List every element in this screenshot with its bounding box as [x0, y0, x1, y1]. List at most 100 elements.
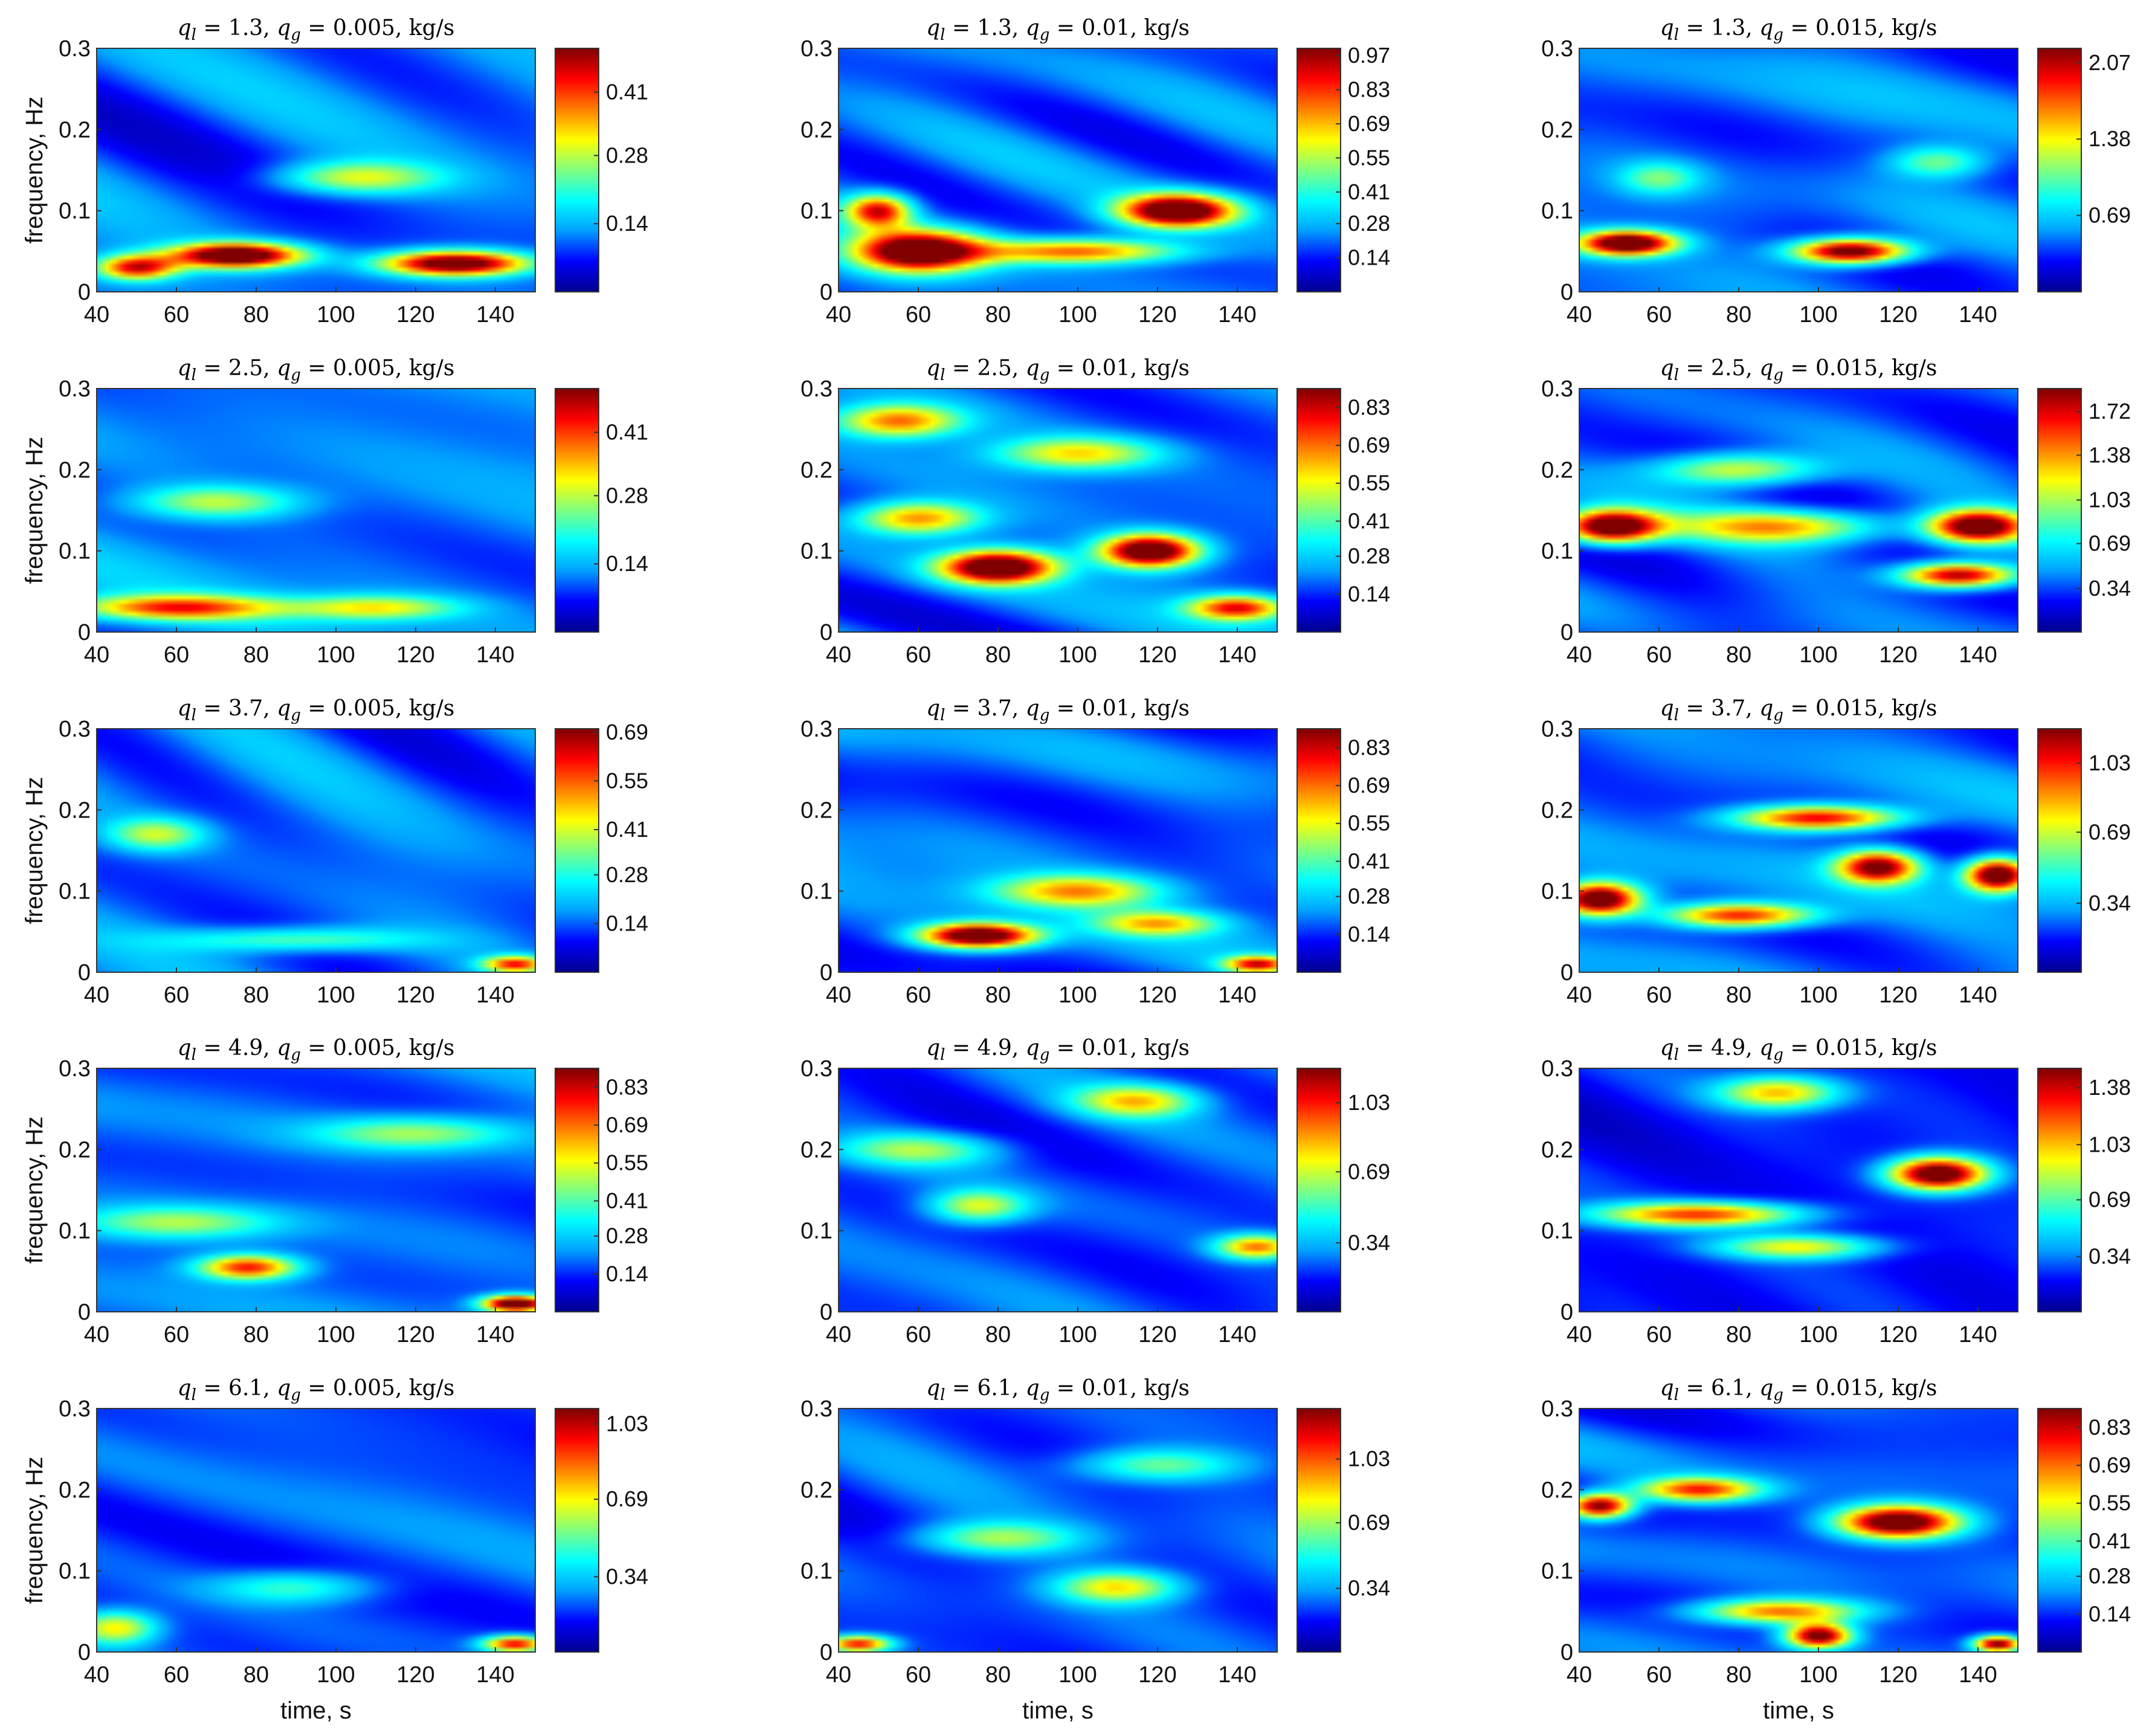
- plot-frame: [1579, 388, 2018, 633]
- colorbar-tick-label: 0.69: [2089, 1453, 2131, 1477]
- y-tick-label: 0.2: [59, 117, 91, 143]
- colorbar-tick-label: 0.28: [606, 143, 648, 167]
- x-tick-label: 80: [1726, 642, 1751, 668]
- colorbar-tick-label: 0.55: [1348, 811, 1390, 836]
- colorbar-tick-label: 0.28: [2089, 1564, 2131, 1589]
- x-tick-label: 140: [476, 1322, 514, 1347]
- colorbar-tick-label: 0.28: [606, 862, 648, 887]
- heatmap-image: [97, 1068, 535, 1312]
- y-tick-label: 0.3: [800, 717, 833, 742]
- colorbar-tick-label: 0.83: [2089, 1415, 2131, 1439]
- plot-frame: [838, 388, 1278, 633]
- y-axis-label: frequency, Hz: [21, 437, 48, 584]
- plot-frame: [96, 1068, 536, 1312]
- colorbar-tick-label: 0.69: [1348, 1510, 1390, 1535]
- x-tick-label: 80: [1726, 1662, 1751, 1688]
- colorbar-tick-label: 0.97: [1348, 43, 1390, 68]
- x-tick-label: 140: [476, 642, 514, 668]
- y-tick-label: 0.3: [1541, 36, 1573, 62]
- colorbar-tick-label: 0.41: [2089, 1528, 2131, 1553]
- colorbar-gradient: [2038, 729, 2081, 972]
- x-tick-label: 60: [164, 1322, 189, 1347]
- colorbar-tick-label: 0.55: [606, 1150, 648, 1175]
- x-tick-label: 140: [1218, 642, 1256, 668]
- x-tick-label: 80: [243, 983, 269, 1008]
- x-tick-label: 40: [826, 1322, 851, 1347]
- panel-title: ql = 2.5, qg = 0.015, kg/s: [1660, 356, 1938, 384]
- heatmap-image: [839, 729, 1277, 972]
- x-tick-label: 60: [164, 1662, 189, 1688]
- colorbar-frame: [1297, 388, 1341, 633]
- x-tick-label: 120: [396, 642, 434, 668]
- colorbar-frame: [2037, 728, 2082, 973]
- x-axis-label: time, s: [280, 1697, 352, 1724]
- x-tick-label: 60: [164, 983, 189, 1008]
- x-tick-label: 120: [1138, 983, 1176, 1008]
- y-tick-label: 0.2: [1541, 457, 1573, 483]
- heatmap-image: [1579, 389, 2018, 632]
- y-tick-label: 0: [1561, 1640, 1573, 1665]
- plot-frame: [1579, 1068, 2018, 1312]
- colorbar-tick-label: 0.55: [1348, 471, 1390, 495]
- panel-title: ql = 6.1, qg = 0.015, kg/s: [1660, 1376, 1938, 1404]
- y-tick-label: 0.2: [800, 798, 833, 823]
- panel-title: ql = 6.1, qg = 0.005, kg/s: [178, 1376, 455, 1404]
- panel-title: ql = 4.9, qg = 0.005, kg/s: [178, 1036, 455, 1064]
- y-tick-label: 0.3: [800, 1056, 833, 1082]
- x-tick-label: 100: [317, 642, 355, 668]
- panel-title: ql = 6.1, qg = 0.01, kg/s: [926, 1376, 1190, 1404]
- y-tick-label: 0.3: [1541, 1056, 1573, 1082]
- colorbar-tick-label: 1.03: [2089, 750, 2131, 775]
- y-tick-label: 0.2: [59, 798, 91, 823]
- plot-frame: [1579, 1408, 2018, 1653]
- colorbar-gradient: [555, 729, 599, 972]
- y-tick-label: 0.2: [800, 457, 833, 483]
- x-tick-label: 60: [906, 642, 931, 668]
- panel-title: ql = 1.3, qg = 0.005, kg/s: [178, 16, 455, 44]
- heatmap-image: [839, 389, 1277, 632]
- y-tick-label: 0: [1561, 280, 1573, 305]
- y-tick-label: 0.2: [1541, 1477, 1573, 1503]
- y-axis-label: frequency, Hz: [21, 1117, 48, 1264]
- colorbar-tick-label: 0.69: [2089, 1187, 2131, 1212]
- x-tick-label: 120: [1138, 1662, 1176, 1688]
- colorbar-frame: [2037, 388, 2082, 633]
- plot-frame: [96, 388, 536, 633]
- y-axis-label: frequency, Hz: [21, 777, 48, 924]
- colorbar-tick-label: 1.03: [2089, 488, 2131, 512]
- y-tick-label: 0.1: [800, 539, 833, 564]
- x-tick-label: 100: [317, 302, 355, 328]
- x-tick-label: 140: [476, 983, 514, 1008]
- colorbar-tick-label: 0.14: [1348, 921, 1390, 946]
- y-tick-label: 0.1: [800, 1559, 833, 1584]
- colorbar-tick-label: 0.34: [2089, 1244, 2131, 1269]
- y-tick-label: 0: [78, 1300, 91, 1325]
- plot-frame: [838, 48, 1278, 292]
- y-tick-label: 0.1: [59, 879, 91, 905]
- y-tick-label: 0.1: [1541, 1559, 1573, 1584]
- x-tick-label: 120: [1138, 642, 1176, 668]
- x-tick-label: 120: [396, 1662, 434, 1688]
- y-tick-label: 0.1: [1541, 1219, 1573, 1244]
- colorbar-tick-label: 0.83: [1348, 77, 1390, 102]
- x-tick-label: 60: [1646, 302, 1672, 328]
- x-tick-label: 120: [396, 983, 434, 1008]
- x-tick-label: 40: [1567, 983, 1592, 1008]
- colorbar-tick-label: 1.03: [1348, 1447, 1390, 1471]
- y-axis-label: frequency, Hz: [21, 1457, 48, 1604]
- y-tick-label: 0.1: [800, 199, 833, 224]
- x-tick-label: 60: [164, 302, 189, 328]
- x-tick-label: 120: [1879, 983, 1917, 1008]
- x-tick-label: 80: [1726, 302, 1751, 328]
- x-tick-label: 140: [1959, 983, 1997, 1008]
- y-tick-label: 0: [820, 620, 833, 645]
- colorbar-tick-label: 0.14: [606, 211, 648, 236]
- x-tick-label: 140: [1959, 1322, 1997, 1347]
